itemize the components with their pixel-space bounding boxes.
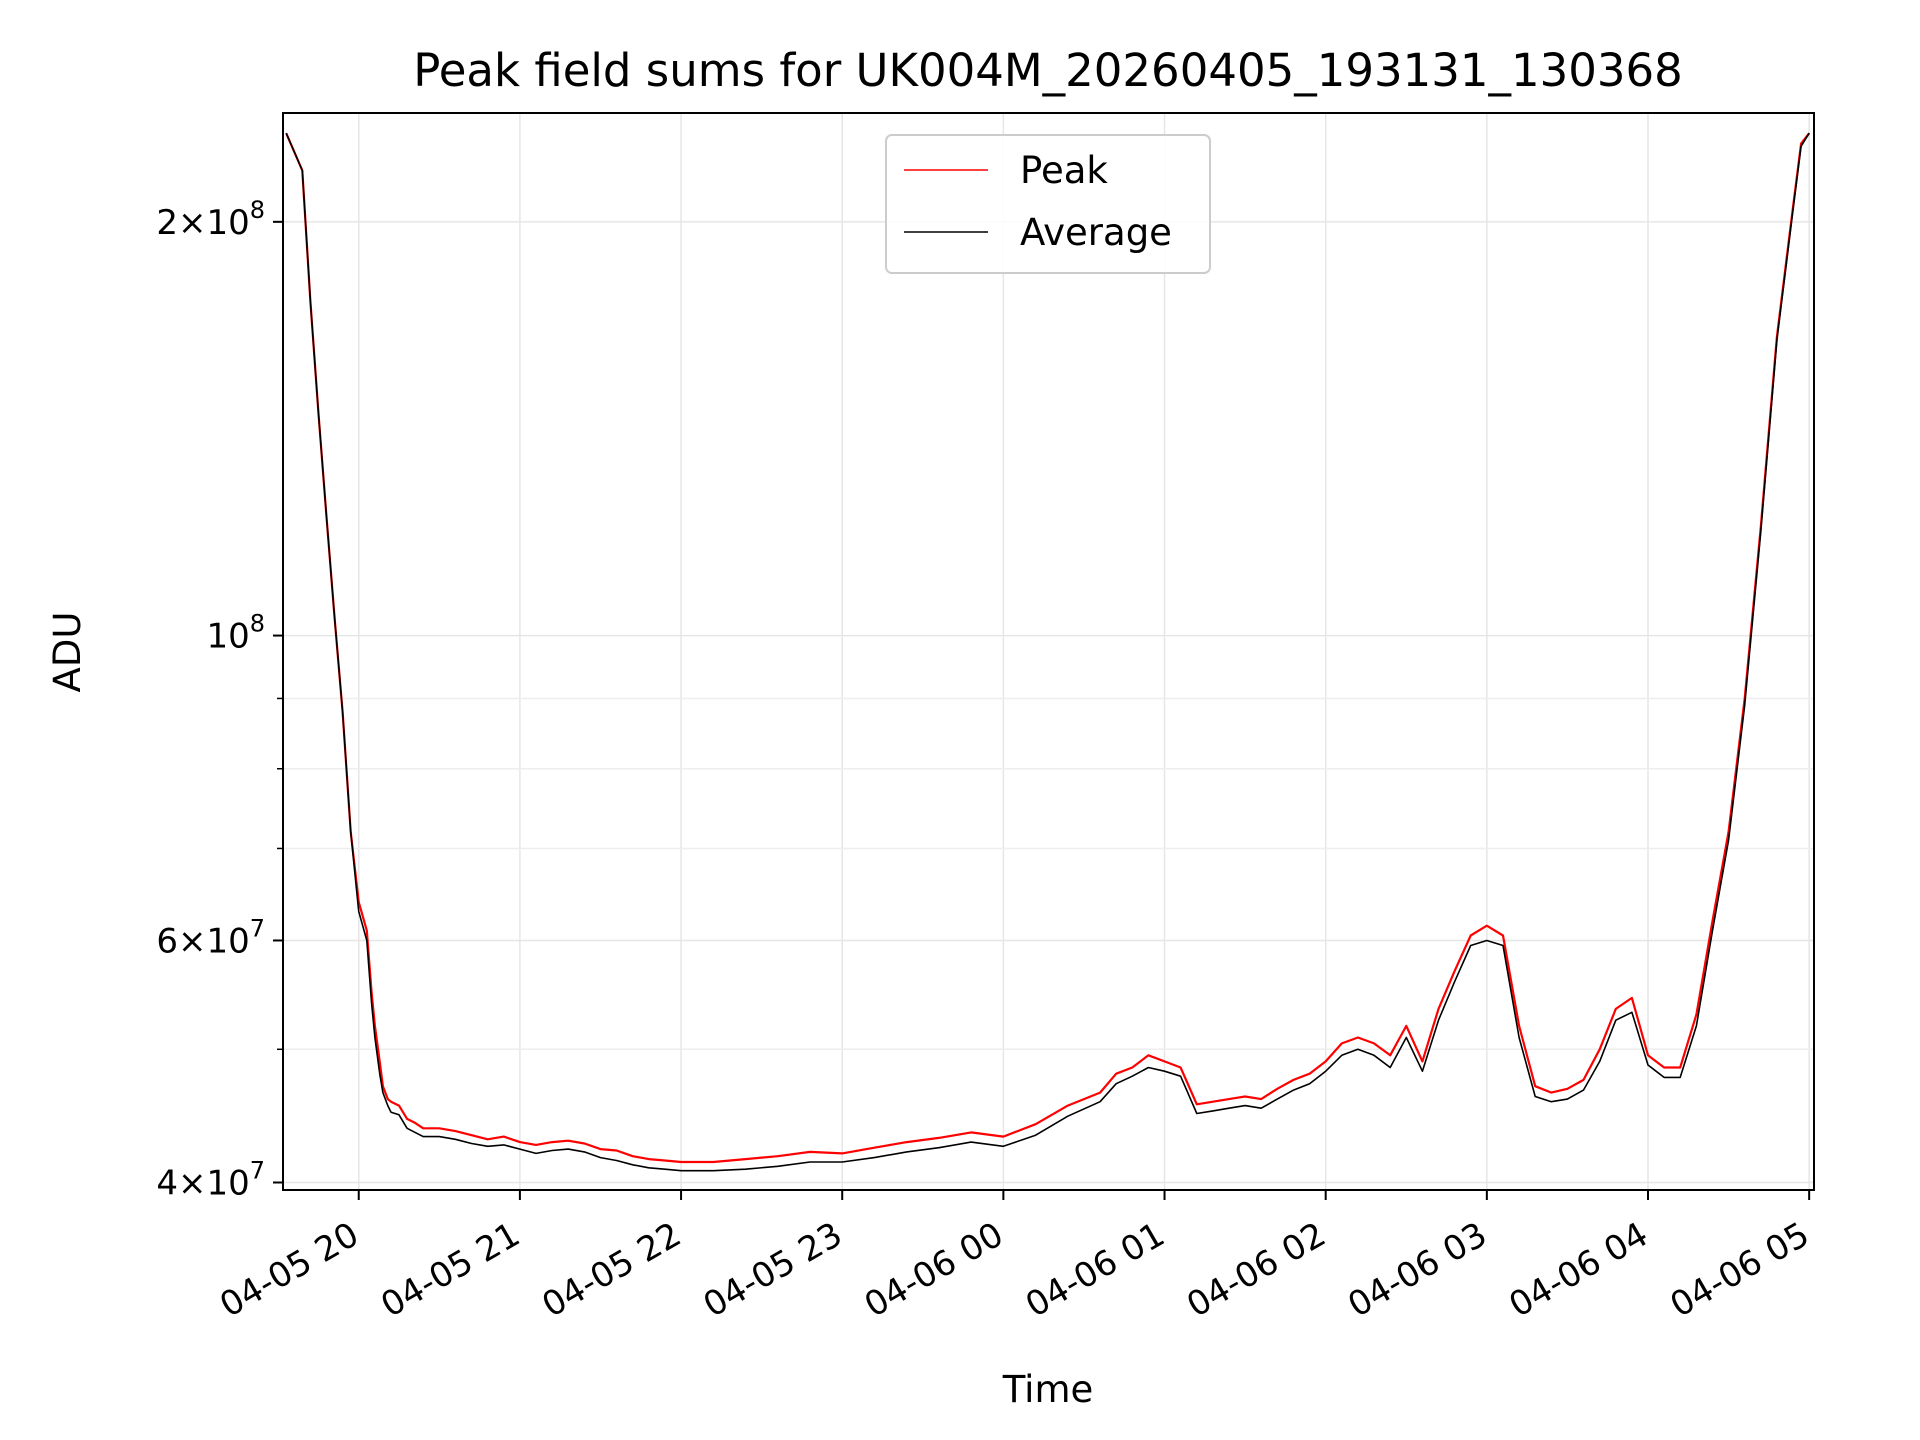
y-tick-label-3: 2×108 [156, 196, 265, 243]
y-tick-label-1: 6×107 [156, 914, 265, 961]
legend-peak-label: Peak [1020, 149, 1108, 192]
y-axis-label: ADU [46, 612, 89, 693]
series-layer [285, 132, 1811, 1172]
series-line-peak [285, 132, 1811, 1164]
grid [283, 113, 1814, 1190]
legend: Peak Average [885, 134, 1211, 274]
y-tick-label-0: 4×107 [156, 1156, 265, 1203]
chart-title: Peak field sums for UK004M_20260405_1931… [413, 44, 1683, 97]
plot-frame [282, 112, 1815, 1191]
series-line-average [285, 132, 1810, 1172]
x-axis-label: Time [1002, 1368, 1094, 1411]
y-tick-label-2: 108 [206, 610, 265, 657]
legend-average-label: Average [1020, 211, 1172, 254]
